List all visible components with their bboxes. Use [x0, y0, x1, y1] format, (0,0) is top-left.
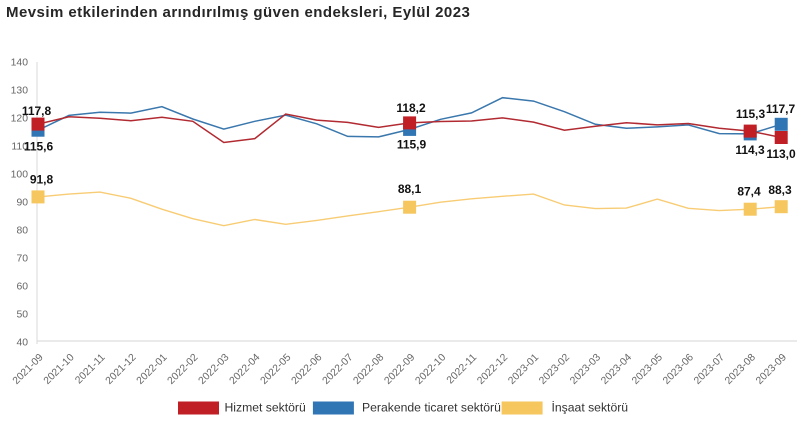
svg-text:2022-11: 2022-11 [445, 352, 479, 386]
svg-text:90: 90 [16, 198, 28, 209]
svg-text:50: 50 [16, 310, 28, 321]
svg-text:2023-01: 2023-01 [506, 352, 541, 387]
svg-text:115,6: 115,6 [24, 139, 54, 153]
svg-text:2023-07: 2023-07 [692, 352, 727, 387]
svg-text:2021-11: 2021-11 [73, 352, 107, 386]
svg-text:88,3: 88,3 [768, 183, 792, 197]
svg-text:2022-07: 2022-07 [321, 352, 356, 387]
svg-text:2022-08: 2022-08 [352, 352, 387, 387]
svg-text:60: 60 [16, 282, 28, 293]
svg-text:117,8: 117,8 [22, 104, 52, 118]
svg-text:2023-02: 2023-02 [537, 352, 572, 387]
svg-text:2021-12: 2021-12 [104, 352, 139, 387]
svg-text:2021-09: 2021-09 [11, 352, 46, 387]
svg-text:91,8: 91,8 [30, 173, 54, 187]
svg-text:2022-05: 2022-05 [259, 352, 294, 387]
svg-text:2023-05: 2023-05 [630, 352, 665, 387]
svg-text:118,2: 118,2 [396, 101, 426, 115]
svg-text:2022-02: 2022-02 [166, 352, 201, 387]
svg-text:2022-01: 2022-01 [135, 352, 170, 387]
svg-text:Hizmet sektörü: Hizmet sektörü [225, 401, 306, 415]
svg-text:115,3: 115,3 [736, 107, 766, 121]
svg-text:Perakende ticaret sektörü: Perakende ticaret sektörü [362, 401, 501, 415]
svg-text:87,4: 87,4 [737, 185, 761, 199]
svg-text:2022-06: 2022-06 [290, 352, 325, 387]
svg-text:114,3: 114,3 [735, 143, 765, 157]
svg-text:İnşaat sektörü: İnşaat sektörü [552, 401, 629, 415]
svg-text:120: 120 [11, 114, 29, 125]
svg-text:2022-09: 2022-09 [383, 352, 418, 387]
svg-text:130: 130 [11, 86, 29, 97]
svg-text:110: 110 [11, 142, 28, 153]
svg-text:2023-09: 2023-09 [754, 352, 789, 387]
svg-text:100: 100 [11, 170, 29, 181]
svg-text:2022-12: 2022-12 [475, 352, 510, 387]
svg-text:2022-04: 2022-04 [228, 352, 263, 387]
svg-text:70: 70 [16, 254, 28, 265]
svg-text:140: 140 [11, 58, 29, 69]
svg-text:115,9: 115,9 [397, 138, 427, 152]
svg-text:40: 40 [16, 338, 28, 349]
svg-text:113,0: 113,0 [766, 147, 796, 161]
svg-text:2022-03: 2022-03 [197, 352, 232, 387]
svg-text:117,7: 117,7 [766, 102, 796, 116]
svg-text:2023-06: 2023-06 [661, 352, 696, 387]
svg-text:2021-10: 2021-10 [42, 352, 77, 387]
svg-text:2023-08: 2023-08 [723, 352, 758, 387]
svg-text:2022-10: 2022-10 [414, 352, 449, 387]
svg-text:2023-03: 2023-03 [568, 352, 603, 387]
svg-text:2023-04: 2023-04 [599, 352, 634, 387]
svg-text:88,1: 88,1 [398, 182, 422, 196]
svg-text:80: 80 [16, 226, 28, 237]
